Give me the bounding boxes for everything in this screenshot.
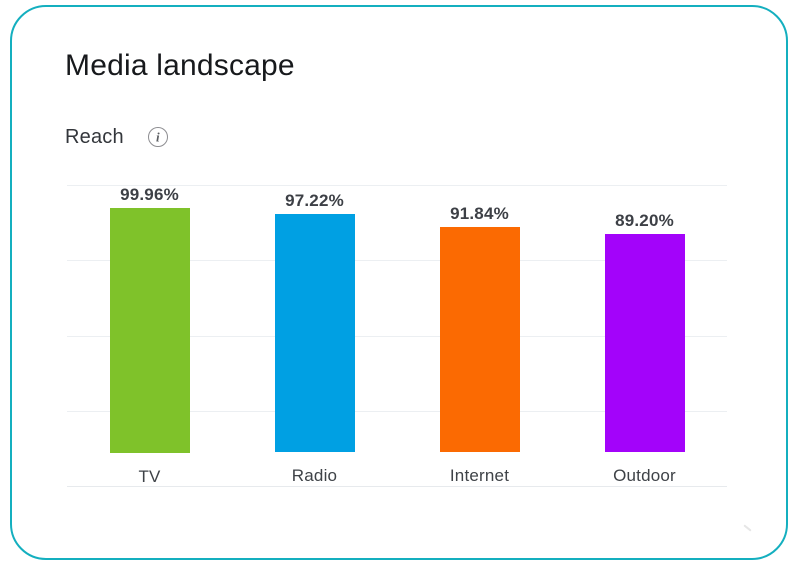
- bar-stack-radio: 97.22%: [274, 185, 355, 452]
- bar-group-tv: 99.96% TV: [67, 185, 232, 486]
- bar-stack-internet: 91.84%: [439, 185, 520, 452]
- bar-group-internet: 91.84% Internet: [397, 185, 562, 486]
- bar-outdoor[interactable]: [604, 233, 685, 452]
- info-icon[interactable]: i: [147, 127, 168, 147]
- x-axis-label-radio: Radio: [291, 466, 338, 485]
- page-title: Media landscape: [65, 49, 295, 82]
- bar-radio[interactable]: [274, 214, 355, 452]
- gridline: [67, 260, 727, 262]
- gridline: [67, 185, 727, 186]
- x-axis-baseline: [67, 486, 727, 487]
- bar-value-label-internet: 91.84%: [450, 204, 509, 224]
- gridline: [67, 410, 727, 412]
- bar-stack-tv: 99.96%: [109, 185, 190, 453]
- bar-value-label-tv: 99.96%: [120, 185, 179, 204]
- x-axis-label-outdoor: Outdoor: [613, 466, 676, 485]
- bar-internet[interactable]: [439, 227, 520, 452]
- media-landscape-card: Media landscape Reach i 99.96% TV 97.22% Ra…: [10, 5, 788, 560]
- reach-bar-chart: 99.96% TV 97.22% Radio 91.84% Internet 89.20% O…: [67, 185, 727, 487]
- reach-label: Reach: [65, 126, 124, 148]
- bar-stack-outdoor: 89.20%: [604, 185, 685, 452]
- bar-tv[interactable]: [109, 208, 190, 453]
- bar-group-outdoor: 89.20% Outdoor: [562, 185, 727, 486]
- info-icon-glyph: i: [156, 129, 160, 144]
- bar-value-label-outdoor: 89.20%: [615, 210, 674, 230]
- chart-bars: 99.96% TV 97.22% Radio 91.84% Internet 89.20% O…: [67, 185, 727, 486]
- x-axis-label-tv: TV: [138, 466, 161, 486]
- x-axis-label-internet: Internet: [449, 466, 510, 485]
- bar-value-label-radio: 97.22%: [285, 191, 344, 211]
- gridline: [67, 335, 727, 337]
- reach-section-header: Reach i: [65, 125, 168, 149]
- bar-group-radio: 97.22% Radio: [232, 185, 397, 486]
